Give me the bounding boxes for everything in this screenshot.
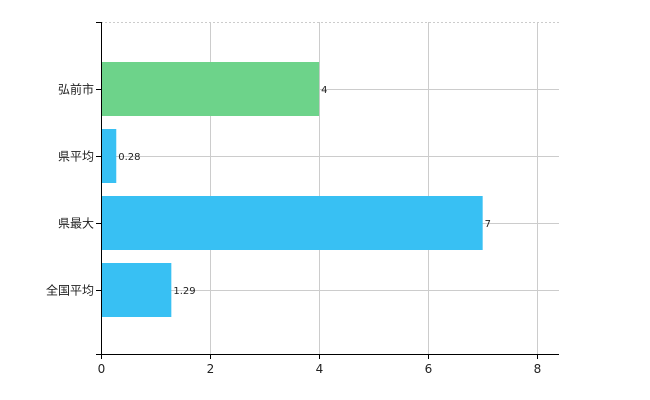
bar-2 — [102, 196, 483, 250]
bar-value-label: 1.29 — [173, 286, 195, 297]
x-tick-label: 8 — [534, 362, 542, 376]
x-tick-label: 2 — [207, 362, 215, 376]
y-category-label: 県平均 — [58, 150, 94, 164]
x-tick-label: 4 — [316, 362, 324, 376]
x-tick-label: 6 — [425, 362, 433, 376]
bar-0 — [102, 62, 320, 116]
bar-1 — [102, 129, 117, 183]
axes-layer — [96, 22, 559, 359]
bar-value-label: 4 — [321, 85, 327, 96]
x-tick-label: 0 — [98, 362, 106, 376]
bar-3 — [102, 263, 172, 317]
y-category-label: 全国平均 — [46, 283, 94, 298]
bar-value-label: 0.28 — [118, 152, 140, 163]
y-category-label: 県最大 — [58, 217, 94, 231]
y-category-label: 弘前市 — [58, 82, 94, 97]
bar-value-label: 7 — [485, 219, 491, 230]
bars-layer — [102, 62, 483, 317]
